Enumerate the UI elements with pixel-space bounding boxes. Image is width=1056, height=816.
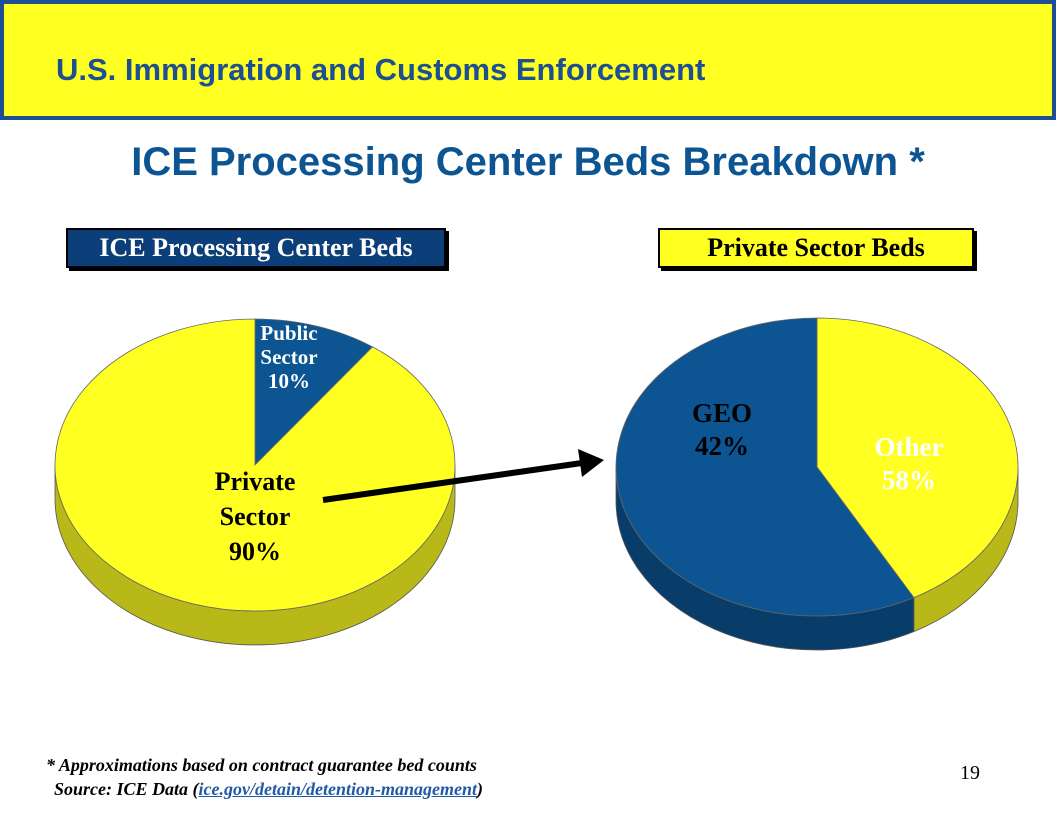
- page-number: 19: [960, 762, 980, 784]
- agency-title: U.S. Immigration and Customs Enforcement: [56, 52, 706, 87]
- pie-0-label-0-line-2: 10%: [268, 369, 310, 393]
- pie-0-label-0-line-0: Public: [260, 321, 317, 345]
- source-suffix: ): [477, 779, 483, 799]
- pie-0-label-0-line-1: Sector: [260, 345, 317, 369]
- connector-arrow-line: [322, 460, 583, 503]
- source-prefix: Source: ICE Data (: [54, 779, 199, 799]
- pie-1-label-1-line-0: Other: [875, 432, 944, 462]
- pie-0-slice-1: [54, 318, 456, 612]
- source-link[interactable]: ice.gov/detain/detention-management: [198, 779, 477, 799]
- footnote-source: Source: ICE Data (ice.gov/detain/detenti…: [54, 778, 483, 800]
- pie-0-label-1-line-0: Private: [215, 467, 296, 496]
- slide-title: ICE Processing Center Beds Breakdown *: [131, 140, 925, 184]
- pie-0-label-1-line-1: Sector: [220, 502, 291, 531]
- pie-0-slice-0: [254, 318, 374, 466]
- pie-0-label-1-line-2: 90%: [229, 537, 281, 566]
- pie-1-label-1-line-1: 58%: [882, 465, 936, 495]
- left-chart-title: ICE Processing Center Beds: [66, 228, 446, 268]
- pie-1-label-0-line-0: GEO: [692, 398, 752, 428]
- header-banner: U.S. Immigration and Customs Enforcement: [0, 0, 1056, 120]
- footnote-note: * Approximations based on contract guara…: [46, 755, 477, 775]
- right-chart-title: Private Sector Beds: [658, 228, 974, 268]
- connector-arrow-head: [578, 449, 604, 477]
- pie-1-label-0-line-1: 42%: [695, 431, 749, 461]
- pie-1-slice-0: [816, 317, 1019, 599]
- pie-1-slice-1: [615, 317, 915, 617]
